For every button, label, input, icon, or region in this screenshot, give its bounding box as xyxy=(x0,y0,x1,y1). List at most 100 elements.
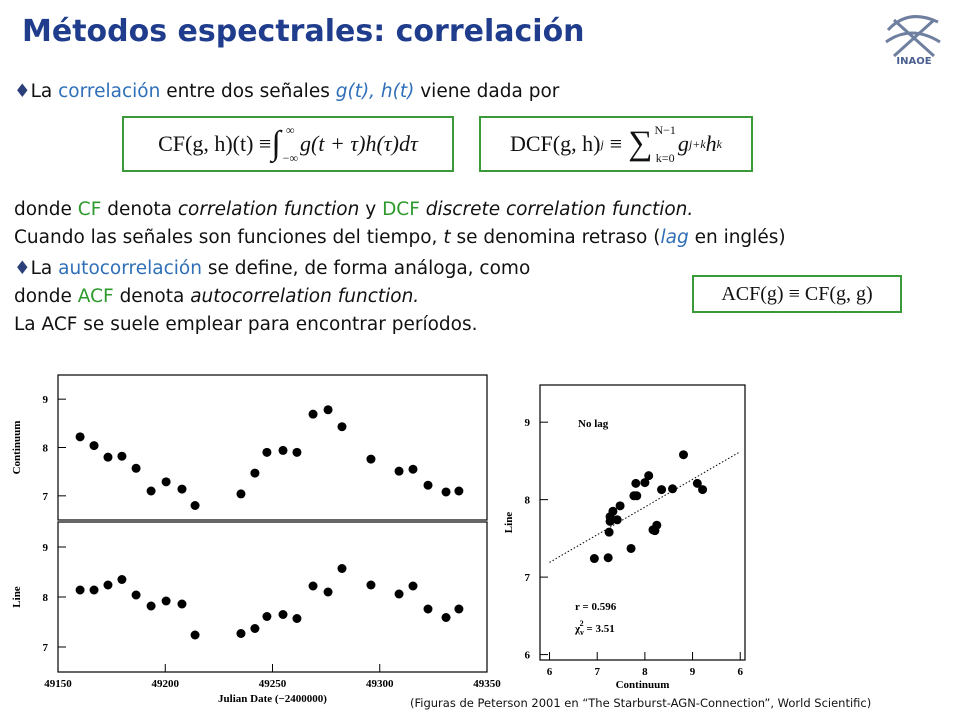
text-run: t xyxy=(443,227,451,248)
paragraph: Cuando las señales son funciones del tie… xyxy=(14,224,944,252)
data-point xyxy=(408,581,418,591)
data-point xyxy=(423,604,433,614)
text-run: La xyxy=(30,81,59,102)
plot-frame xyxy=(539,384,746,661)
data-point xyxy=(177,599,187,609)
formula-text: h xyxy=(705,131,717,156)
data-point xyxy=(161,596,171,606)
x-axis-label: Julian Date (−2400000) xyxy=(218,693,327,705)
data-point xyxy=(366,580,376,590)
data-point xyxy=(262,612,272,621)
data-point xyxy=(89,585,99,595)
text-block: donde CF denota correlation function y D… xyxy=(14,196,944,339)
text-run: viene dada por xyxy=(414,81,560,102)
data-point xyxy=(394,589,404,599)
data-point xyxy=(250,624,260,633)
data-point xyxy=(117,451,127,461)
data-point xyxy=(408,464,418,474)
annotation-part: ν xyxy=(579,628,584,637)
formula-text: g xyxy=(677,131,689,156)
x-tick-label: 49350 xyxy=(473,678,501,690)
data-point xyxy=(589,554,599,564)
data-point xyxy=(337,422,347,432)
formula-text: ∫ xyxy=(271,125,281,162)
text-run: La ACF se suele emplear para encontrar p… xyxy=(14,314,478,335)
data-point xyxy=(612,515,622,525)
text-run: y xyxy=(359,199,383,220)
text-run: g(t), h(t) xyxy=(335,81,415,102)
text-run: DCF xyxy=(382,199,420,220)
data-point xyxy=(698,485,708,495)
data-point xyxy=(177,484,187,494)
formula-text: ∑ xyxy=(628,125,653,162)
data-point xyxy=(75,432,85,442)
y-tick-label: 9 xyxy=(525,417,531,429)
data-point xyxy=(394,466,404,476)
x-tick-label: 49200 xyxy=(152,678,180,690)
x-tick-label: 49250 xyxy=(259,678,287,690)
text-run: denota xyxy=(113,286,191,307)
data-point xyxy=(75,585,85,595)
x-tick-label: 7 xyxy=(594,666,600,678)
annotation: r = 0.596 xyxy=(575,601,617,613)
data-point xyxy=(278,610,288,619)
plot-frame xyxy=(57,521,488,673)
y-tick-label: 8 xyxy=(43,592,49,604)
data-point xyxy=(626,543,636,553)
data-point xyxy=(692,478,702,488)
x-tick-label: 6 xyxy=(547,666,553,678)
formula-cf: CF(g, h)(t) ≡ ∫ ∞ −∞ g(t + τ)h(τ)dτ xyxy=(122,116,454,172)
annotation: No lag xyxy=(578,418,609,430)
text-run: se define, de forma análoga, como xyxy=(201,258,531,279)
formula-text: k=0 xyxy=(655,151,675,165)
x-axis-label: Continuum xyxy=(616,679,670,691)
data-point xyxy=(652,520,662,530)
annotation-part: χ xyxy=(574,623,581,635)
data-point xyxy=(103,580,113,590)
y-axis-label: Line xyxy=(11,586,23,608)
paragraph: donde ACF denota autocorrelation functio… xyxy=(14,283,944,311)
data-point xyxy=(323,405,333,415)
text-run: correlation function xyxy=(177,199,360,220)
formula-text: k xyxy=(716,136,722,151)
data-point xyxy=(604,527,614,537)
text-run: en inglés) xyxy=(688,227,786,248)
data-point xyxy=(292,614,302,623)
formula-text: ≡ xyxy=(609,131,623,156)
y-tick-label: 7 xyxy=(43,642,49,654)
data-point xyxy=(278,445,288,455)
data-point xyxy=(441,487,451,497)
x-tick-label: 49150 xyxy=(44,678,72,690)
data-point xyxy=(454,486,464,496)
trend-line xyxy=(549,451,741,563)
paragraph: ♦La autocorrelación se define, de forma … xyxy=(14,255,944,283)
y-tick-label: 8 xyxy=(525,495,531,507)
y-tick-label: 7 xyxy=(525,572,531,584)
formula-text: ACF(g) ≡ CF(g, g) xyxy=(721,282,873,305)
data-point xyxy=(292,447,302,457)
data-point xyxy=(679,450,688,460)
y-axis-label: Continuum xyxy=(11,421,23,475)
text-run: La xyxy=(30,258,59,279)
data-point xyxy=(131,463,141,473)
data-point xyxy=(308,581,318,591)
data-point xyxy=(236,489,246,499)
data-point xyxy=(190,630,200,640)
data-point xyxy=(644,471,654,481)
caption: (Figuras de Peterson 2001 en “The Starbu… xyxy=(410,696,872,710)
data-point xyxy=(615,501,625,511)
annotation: χν2 = 3.51 xyxy=(574,619,615,637)
data-point xyxy=(146,486,156,496)
paragraph: ♦La correlación entre dos señales g(t), … xyxy=(14,81,559,102)
formula-text: j xyxy=(600,136,604,151)
y-tick-label: 8 xyxy=(43,443,49,455)
paragraph: La ACF se suele emplear para encontrar p… xyxy=(14,311,944,339)
data-point xyxy=(190,501,200,510)
y-tick-label: 9 xyxy=(43,394,49,406)
y-tick-label: 6 xyxy=(525,650,531,662)
annotation-part: 2 xyxy=(580,619,584,628)
x-tick-label: 6 xyxy=(737,666,743,678)
text-run: lag xyxy=(660,227,689,248)
text-run: donde xyxy=(14,286,78,307)
